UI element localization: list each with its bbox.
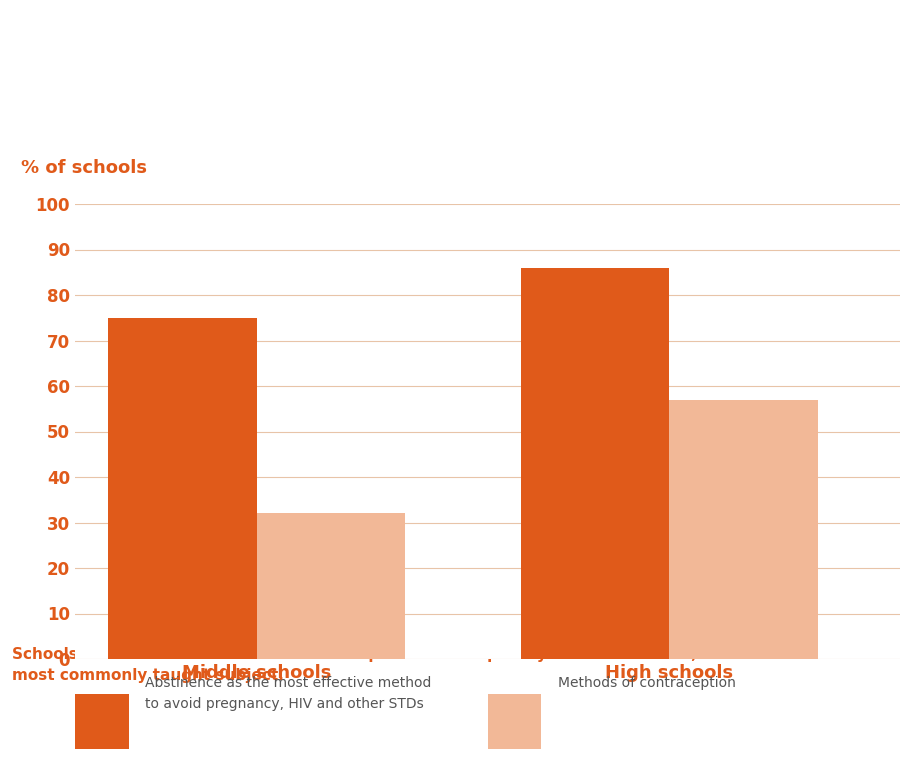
Text: Abstinence as the most effective method
to avoid pregnancy, HIV and other STDs: Abstinence as the most effective method …: [145, 676, 432, 711]
Bar: [257, 513, 405, 659]
Bar: [521, 268, 669, 659]
Text: Methods of contraception: Methods of contraception: [558, 676, 735, 690]
Text: Schools teach about methods of contraception less frequently than abstinence, wh: Schools teach about methods of contracep…: [12, 647, 805, 683]
Bar: [669, 399, 817, 659]
Bar: [488, 694, 541, 749]
Bar: [108, 318, 257, 659]
Text: % of schools: % of schools: [21, 159, 148, 176]
Bar: [75, 694, 128, 749]
Text: Sex Education in Schools: Sex Education in Schools: [12, 17, 305, 37]
